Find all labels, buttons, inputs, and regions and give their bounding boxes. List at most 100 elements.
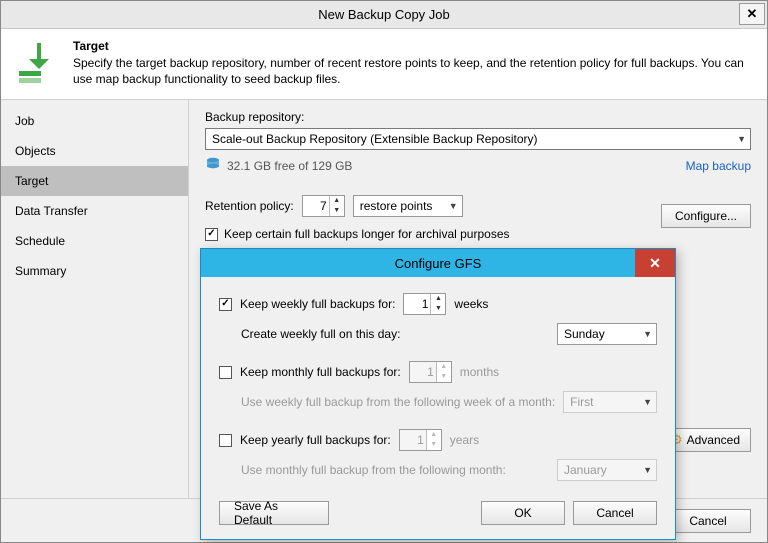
sidebar-item-data-transfer[interactable]: Data Transfer xyxy=(1,196,188,226)
yearly-sub-row: Use monthly full backup from the followi… xyxy=(241,459,657,481)
close-icon: ✕ xyxy=(649,255,661,272)
weekly-sub-label: Create weekly full on this day: xyxy=(241,327,549,341)
storage-info: 32.1 GB free of 129 GB xyxy=(205,156,352,175)
sidebar-item-schedule[interactable]: Schedule xyxy=(1,226,188,256)
sidebar-item-target[interactable]: Target xyxy=(1,166,188,196)
header-description: Specify the target backup repository, nu… xyxy=(73,55,753,87)
spinner-down-icon[interactable]: ▼ xyxy=(431,304,445,314)
monthly-sub-row: Use weekly full backup from the followin… xyxy=(241,391,657,413)
window-title: New Backup Copy Job xyxy=(1,7,767,22)
titlebar: New Backup Copy Job ✕ xyxy=(1,1,767,29)
header-title: Target xyxy=(73,39,753,53)
spinner-down-icon: ▼ xyxy=(427,440,441,450)
monthly-input xyxy=(410,362,436,382)
monthly-label: Keep monthly full backups for: xyxy=(240,365,401,379)
sidebar-item-label: Schedule xyxy=(15,234,65,248)
dialog-titlebar: Configure GFS ✕ xyxy=(201,249,675,277)
keep-full-checkbox[interactable] xyxy=(205,228,218,241)
retention-unit-value: restore points xyxy=(360,199,433,213)
storage-icon xyxy=(205,156,221,175)
retention-label: Retention policy: xyxy=(205,199,294,213)
keep-full-label: Keep certain full backups longer for arc… xyxy=(224,227,510,241)
configure-button-label: Configure... xyxy=(675,209,737,223)
chevron-down-icon: ▼ xyxy=(643,397,652,407)
retention-input[interactable] xyxy=(303,196,329,216)
configure-button[interactable]: Configure... xyxy=(661,204,751,228)
monthly-row: Keep monthly full backups for: ▲ ▼ month… xyxy=(219,361,657,383)
keep-full-row: Keep certain full backups longer for arc… xyxy=(205,227,751,241)
retention-unit-combo[interactable]: restore points ▼ xyxy=(353,195,463,217)
sidebar-item-objects[interactable]: Objects xyxy=(1,136,188,166)
yearly-month-combo: January ▼ xyxy=(557,459,657,481)
save-default-label: Save As Default xyxy=(234,499,314,527)
weekly-day-value: Sunday xyxy=(564,327,605,341)
header-band: Target Specify the target backup reposit… xyxy=(1,29,767,100)
weekly-spinner[interactable]: ▲ ▼ xyxy=(403,293,446,315)
spinner-up-icon: ▲ xyxy=(427,430,441,440)
dialog-title: Configure GFS xyxy=(201,256,675,271)
dialog-body: Keep weekly full backups for: ▲ ▼ weeks … xyxy=(201,277,675,501)
spinner-up-icon: ▲ xyxy=(437,362,451,372)
dialog-cancel-button[interactable]: Cancel xyxy=(573,501,657,525)
close-icon: ✕ xyxy=(747,6,758,22)
chevron-down-icon: ▼ xyxy=(643,329,652,339)
dialog-footer: Save As Default OK Cancel xyxy=(201,501,675,539)
monthly-week-value: First xyxy=(570,395,593,409)
weekly-label: Keep weekly full backups for: xyxy=(240,297,395,311)
spinner-buttons: ▲ ▼ xyxy=(329,196,344,216)
weekly-input[interactable] xyxy=(404,294,430,314)
weekly-checkbox[interactable] xyxy=(219,298,232,311)
configure-gfs-dialog: Configure GFS ✕ Keep weekly full backups… xyxy=(200,248,676,540)
sidebar-item-summary[interactable]: Summary xyxy=(1,256,188,286)
wizard-sidebar: Job Objects Target Data Transfer Schedul… xyxy=(1,100,189,498)
storage-row: 32.1 GB free of 129 GB Map backup xyxy=(205,156,751,175)
spinner-buttons: ▲ ▼ xyxy=(426,430,441,450)
map-backup-link[interactable]: Map backup xyxy=(686,159,751,173)
save-default-button[interactable]: Save As Default xyxy=(219,501,329,525)
weekly-day-combo[interactable]: Sunday ▼ xyxy=(557,323,657,345)
yearly-unit: years xyxy=(450,433,479,447)
yearly-input xyxy=(400,430,426,450)
spinner-down-icon[interactable]: ▼ xyxy=(330,206,344,216)
spinner-up-icon[interactable]: ▲ xyxy=(431,294,445,304)
chevron-down-icon: ▼ xyxy=(737,134,746,144)
sidebar-item-label: Summary xyxy=(15,264,66,278)
sidebar-item-label: Objects xyxy=(15,144,56,158)
dialog-close-button[interactable]: ✕ xyxy=(635,249,675,277)
yearly-row: Keep yearly full backups for: ▲ ▼ years xyxy=(219,429,657,451)
sidebar-item-label: Target xyxy=(15,174,48,188)
spinner-up-icon[interactable]: ▲ xyxy=(330,196,344,206)
repo-value: Scale-out Backup Repository (Extensible … xyxy=(212,132,538,146)
monthly-checkbox[interactable] xyxy=(219,366,232,379)
yearly-spinner[interactable]: ▲ ▼ xyxy=(399,429,442,451)
cancel-button-label: Cancel xyxy=(689,514,726,528)
yearly-sub-label: Use monthly full backup from the followi… xyxy=(241,463,549,477)
yearly-label: Keep yearly full backups for: xyxy=(240,433,391,447)
monthly-week-combo: First ▼ xyxy=(563,391,657,413)
spinner-down-icon: ▼ xyxy=(437,372,451,382)
chevron-down-icon: ▼ xyxy=(643,465,652,475)
advanced-button-label: Advanced xyxy=(687,433,740,447)
monthly-spinner[interactable]: ▲ ▼ xyxy=(409,361,452,383)
target-icon xyxy=(15,39,59,87)
header-text: Target Specify the target backup reposit… xyxy=(73,39,753,87)
retention-spinner[interactable]: ▲ ▼ xyxy=(302,195,345,217)
weekly-sub-row: Create weekly full on this day: Sunday ▼ xyxy=(241,323,657,345)
sidebar-item-label: Data Transfer xyxy=(15,204,88,218)
window-close-button[interactable]: ✕ xyxy=(739,3,765,25)
repo-label: Backup repository: xyxy=(205,110,751,124)
spinner-buttons: ▲ ▼ xyxy=(430,294,445,314)
yearly-month-value: January xyxy=(564,463,607,477)
sidebar-item-job[interactable]: Job xyxy=(1,106,188,136)
chevron-down-icon: ▼ xyxy=(449,201,458,211)
weekly-row: Keep weekly full backups for: ▲ ▼ weeks xyxy=(219,293,657,315)
monthly-sub-label: Use weekly full backup from the followin… xyxy=(241,395,555,409)
storage-text: 32.1 GB free of 129 GB xyxy=(227,159,352,173)
sidebar-item-label: Job xyxy=(15,114,34,128)
cancel-button[interactable]: Cancel xyxy=(665,509,751,533)
weekly-unit: weeks xyxy=(454,297,488,311)
yearly-checkbox[interactable] xyxy=(219,434,232,447)
ok-button[interactable]: OK xyxy=(481,501,565,525)
cancel-button-label: Cancel xyxy=(596,506,633,520)
repo-select[interactable]: Scale-out Backup Repository (Extensible … xyxy=(205,128,751,150)
